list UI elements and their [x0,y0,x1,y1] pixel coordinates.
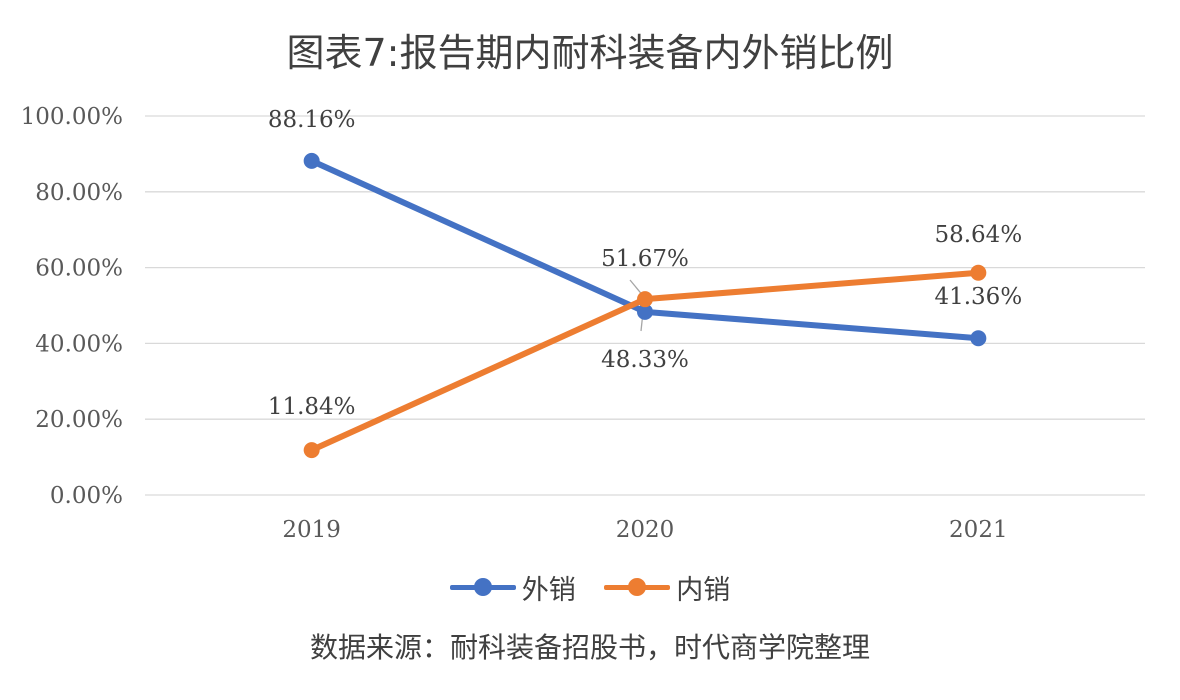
y-tick-label: 80.00% [35,180,123,206]
data-point-export [970,330,987,347]
data-point-export [303,152,320,169]
data-label-export: 41.36% [934,284,1022,310]
y-tick-label: 60.00% [35,256,123,282]
legend-swatch-export [449,578,516,596]
data-label-domestic: 51.67% [601,246,689,272]
y-tick-label: 0.00% [50,483,123,509]
y-tick-label: 100.00% [21,104,123,130]
x-tick-label: 2019 [282,517,341,543]
y-tick-label: 20.00% [35,407,123,433]
chart-legend: 外销 内销 [0,566,1180,607]
data-label-export: 48.33% [601,347,689,373]
data-label-domestic: 58.64% [934,222,1022,248]
line-chart: 0.00% 20.00% 40.00% 60.00% 80.00% 100.00% 2019… [21,104,1145,543]
legend-swatch-domestic [604,578,671,596]
data-point-domestic [970,264,987,281]
legend-item-domestic: 内销 [604,568,730,607]
data-point-domestic [637,291,653,308]
legend-label-domestic: 内销 [676,575,731,606]
chart-title: 图表7:报告期内耐科装备内外销比例 [286,31,894,75]
data-point-domestic [303,442,320,459]
legend-label-export: 外销 [521,575,576,606]
x-tick-label: 2020 [616,517,675,543]
x-tick-label: 2021 [949,517,1008,543]
data-point-export [637,303,653,320]
legend-item-export: 外销 [449,568,576,607]
source-note: 数据来源：耐科装备招股书，时代商学院整理 [309,631,870,664]
y-tick-label: 40.00% [35,331,123,357]
data-label-export: 88.16% [268,107,356,133]
data-label-domestic: 11.84% [268,394,356,420]
